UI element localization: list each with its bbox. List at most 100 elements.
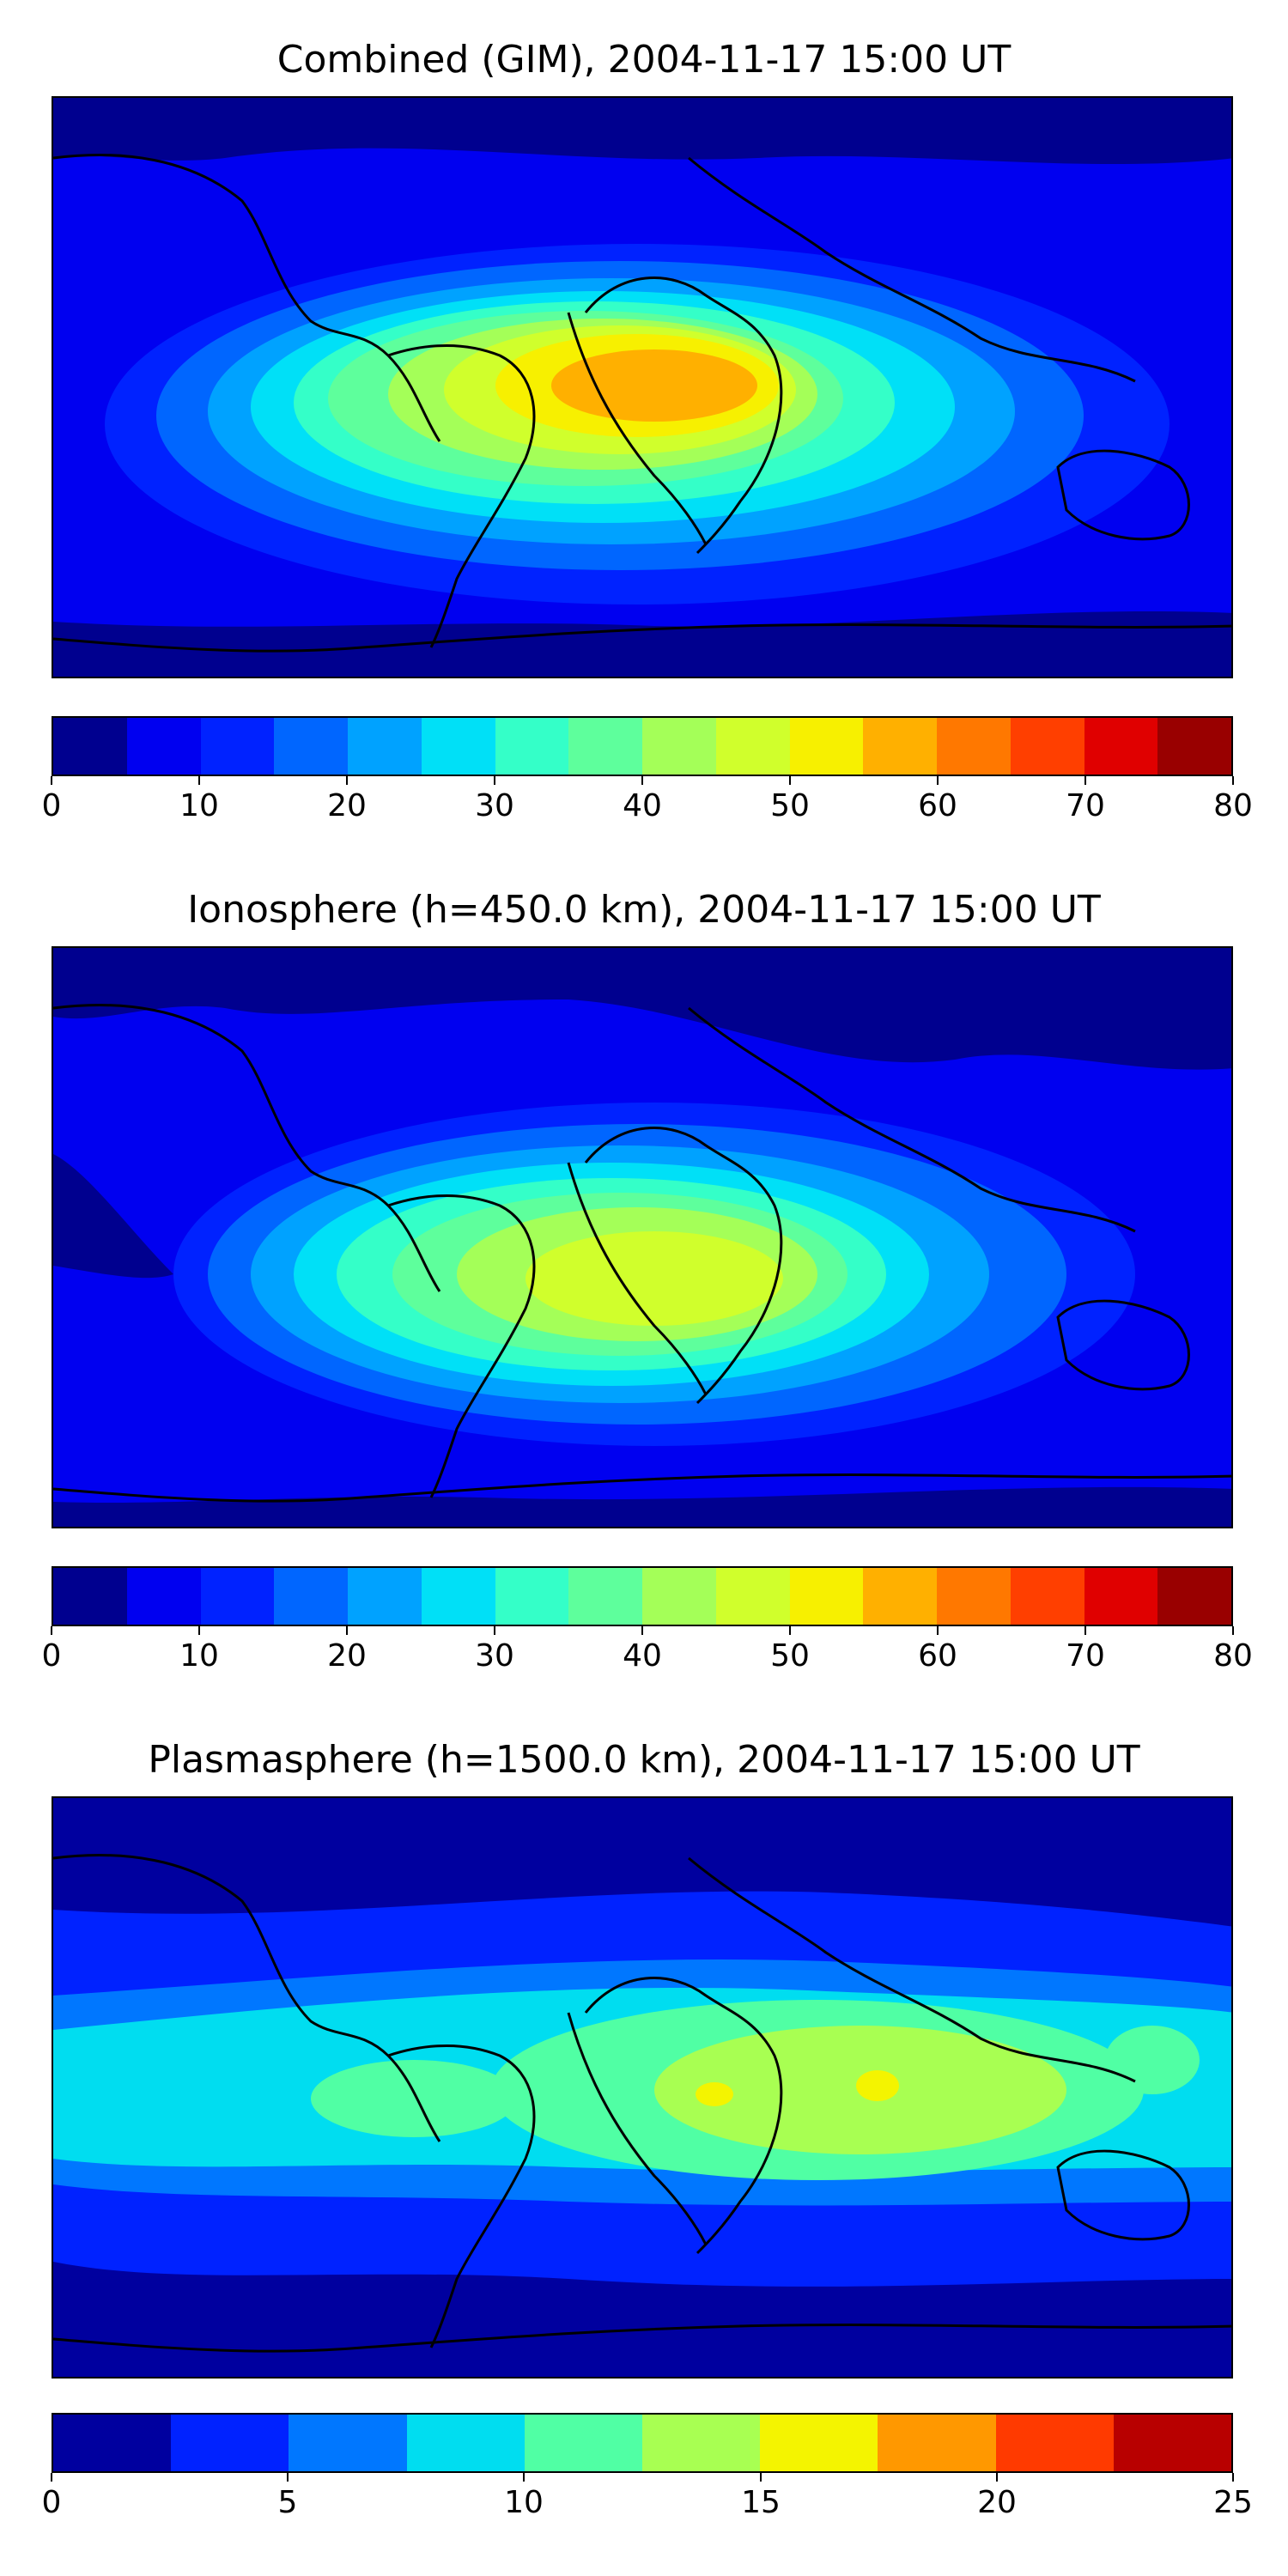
colorbar-tick	[198, 1626, 200, 1635]
colorbar-tick-label: 20	[327, 788, 367, 823]
colorbar-tick-label: 30	[475, 788, 514, 823]
colorbar-segment	[995, 2415, 1114, 2471]
colorbar-segment	[863, 1568, 937, 1625]
colorbar-tick-label: 60	[918, 788, 957, 823]
colorbar-segment	[200, 718, 275, 775]
panel-2-colorbar-ticks: 0 10 20 30 40 50 60 70 80	[42, 1626, 1253, 1678]
colorbar-tick	[346, 776, 348, 785]
colorbar-tick-label: 20	[327, 1638, 367, 1674]
colorbar-segment	[524, 2415, 643, 2471]
colorbar-segment	[937, 718, 1011, 775]
colorbar-segment	[495, 718, 569, 775]
colorbar-tick-label: 0	[41, 1638, 62, 1674]
colorbar-segment	[53, 2415, 172, 2471]
panel-1-colorbar-ticks: 0 10 20 30 40 50 60 70 80	[42, 776, 1253, 828]
colorbar-segment	[348, 718, 422, 775]
colorbar-segment	[642, 1568, 716, 1625]
panel-1-map	[52, 96, 1233, 678]
colorbar-tick-label: 50	[770, 1638, 810, 1674]
panel-3-title: Plasmasphere (h=1500.0 km), 2004-11-17 1…	[148, 1738, 1140, 1782]
colorbar-segment	[642, 2415, 761, 2471]
panel-3-contour-svg	[53, 1798, 1231, 2377]
colorbar-tick-label: 25	[1213, 2485, 1253, 2520]
colorbar-tick-label: 40	[623, 1638, 662, 1674]
colorbar-tick	[51, 1626, 52, 1635]
colorbar-segment	[789, 1568, 864, 1625]
colorbar-tick-label: 80	[1213, 1638, 1253, 1674]
colorbar-tick	[523, 2473, 525, 2482]
colorbar-tick	[346, 1626, 348, 1635]
colorbar-segment	[568, 1568, 642, 1625]
colorbar-tick	[937, 776, 939, 785]
panel-3-colorbar-ticks: 0 5 10 15 20 25	[42, 2473, 1253, 2524]
colorbar-tick	[1232, 2473, 1234, 2482]
colorbar-segment	[642, 718, 716, 775]
colorbar-segment	[1084, 1568, 1158, 1625]
colorbar-tick	[996, 2473, 998, 2482]
colorbar-tick-label: 20	[977, 2485, 1017, 2520]
colorbar-segment	[348, 1568, 422, 1625]
colorbar-segment	[568, 718, 642, 775]
colorbar-tick-label: 15	[741, 2485, 781, 2520]
colorbar-tick-label: 70	[1066, 1638, 1105, 1674]
colorbar-tick	[760, 2473, 762, 2482]
colorbar-segment	[421, 1568, 495, 1625]
colorbar-segment	[715, 718, 790, 775]
colorbar-tick-label: 40	[623, 788, 662, 823]
panel-2-contour-svg	[53, 948, 1231, 1527]
panel-1-contour-svg	[53, 98, 1231, 677]
colorbar-segment	[289, 2415, 407, 2471]
colorbar-segment	[1084, 718, 1158, 775]
colorbar-segment	[126, 1568, 201, 1625]
colorbar-tick	[51, 776, 52, 785]
colorbar-tick	[1084, 1626, 1086, 1635]
panel-1-colorbar	[52, 716, 1233, 776]
colorbar-tick-label: 50	[770, 788, 810, 823]
colorbar-segment	[715, 1568, 790, 1625]
colorbar-segment	[878, 2415, 996, 2471]
colorbar-segment	[863, 718, 937, 775]
colorbar-tick	[287, 2473, 289, 2482]
colorbar-segment	[126, 718, 201, 775]
colorbar-segment	[1010, 1568, 1084, 1625]
colorbar-tick-label: 70	[1066, 788, 1105, 823]
colorbar-segment	[171, 2415, 289, 2471]
colorbar-tick	[1232, 776, 1234, 785]
panel-3-map	[52, 1796, 1233, 2379]
colorbar-segment	[937, 1568, 1011, 1625]
colorbar-tick-label: 60	[918, 1638, 957, 1674]
colorbar-tick	[51, 2473, 52, 2482]
panel-2-title: Ionosphere (h=450.0 km), 2004-11-17 15:0…	[187, 888, 1101, 932]
panel-2-map	[52, 946, 1233, 1528]
panel-2-coastlines	[53, 1004, 1231, 1503]
colorbar-segment	[274, 1568, 348, 1625]
colorbar-tick	[1232, 1626, 1234, 1635]
colorbar-segment	[200, 1568, 275, 1625]
colorbar-tick-label: 10	[179, 1638, 219, 1674]
colorbar-tick-label: 10	[179, 788, 219, 823]
colorbar-segment	[406, 2415, 525, 2471]
colorbar-tick-label: 80	[1213, 788, 1253, 823]
colorbar-segment	[1157, 1568, 1231, 1625]
colorbar-tick-label: 10	[504, 2485, 544, 2520]
colorbar-segment	[53, 718, 127, 775]
panel-2-colorbar	[52, 1566, 1233, 1626]
panel-3-colorbar	[52, 2413, 1233, 2473]
colorbar-segment	[789, 718, 864, 775]
colorbar-tick	[198, 776, 200, 785]
colorbar-tick	[494, 776, 495, 785]
colorbar-tick	[789, 1626, 791, 1635]
colorbar-tick	[1084, 776, 1086, 785]
colorbar-segment	[495, 1568, 569, 1625]
panel-1-title: Combined (GIM), 2004-11-17 15:00 UT	[276, 38, 1012, 82]
colorbar-segment	[1010, 718, 1084, 775]
colorbar-segment	[421, 718, 495, 775]
panel-3-coastlines	[53, 1854, 1231, 2353]
colorbar-segment	[274, 718, 348, 775]
colorbar-tick	[937, 1626, 939, 1635]
colorbar-segment	[1113, 2415, 1232, 2471]
colorbar-segment	[53, 1568, 127, 1625]
colorbar-tick-label: 0	[41, 2485, 62, 2520]
colorbar-segment	[760, 2415, 878, 2471]
colorbar-tick	[494, 1626, 495, 1635]
